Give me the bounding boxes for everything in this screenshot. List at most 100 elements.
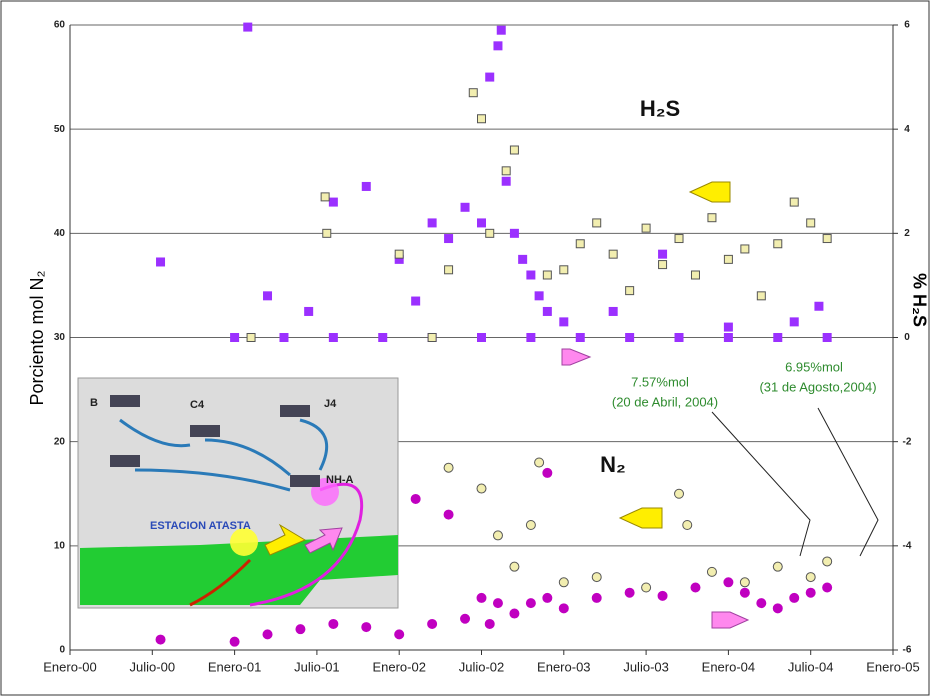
point [394,629,405,640]
point [427,333,437,342]
point [328,333,338,342]
y-tick-label: 20 [54,436,66,447]
point [559,265,569,275]
arrow-right [561,348,592,366]
point [328,197,338,207]
arrow-inset [264,523,307,556]
annotation-arrow [711,407,879,557]
point [822,556,833,567]
y-tick-label: 40 [54,228,66,239]
point [509,228,519,238]
point [477,333,486,342]
point [477,218,486,228]
arrow-inset [304,527,343,554]
pipeline [249,482,364,607]
x-tick-label: Enero-04 [702,659,755,674]
point [575,333,585,342]
marks [155,22,833,647]
point [484,618,495,629]
annotation: N₂ [600,452,626,477]
point [756,598,767,609]
point [756,291,766,301]
point [477,114,486,124]
grid: 0 10 20 30 40 50 60 -6 -4 -2 0 2 4 6 Enero-00 Julio-00 E… [43,20,919,675]
x-tick-label: Enero-05 [866,659,919,674]
point [608,306,618,316]
y2-axis-label: % H₂S [909,273,929,327]
point [476,483,487,494]
x-tick-label: Julio-03 [623,659,669,674]
point [806,218,816,228]
y2-tick-label: 6 [904,20,910,31]
point [822,234,832,244]
point [772,603,783,614]
point [625,286,635,296]
point [361,181,371,191]
point [460,613,471,624]
y2-tick-label: -6 [903,645,912,656]
point [805,572,816,583]
x-tick-label: Julio-01 [294,659,340,674]
inset-label: B [90,397,98,409]
y2-tick-label: -2 [903,436,912,447]
point [361,622,372,633]
point [444,234,454,244]
point [591,572,602,583]
point [229,636,240,647]
y-tick-label: 50 [54,124,66,135]
point [492,598,503,609]
annotation: (20 de Abril, 2004) [612,394,718,409]
point [230,333,240,342]
point [526,333,536,342]
point [378,333,388,342]
highlight [230,528,258,556]
point [773,239,783,249]
point [328,618,339,629]
y2-tick-label: -4 [903,540,912,551]
point [739,587,750,598]
point [641,223,651,233]
x-tick-label: Enero-01 [208,659,261,674]
platform [290,475,320,487]
point [674,234,684,244]
point [468,88,478,98]
x-tick-label: Julio-02 [459,659,505,674]
point [155,634,166,645]
point [493,41,503,51]
point [773,333,783,342]
point [789,592,800,603]
point [739,577,750,588]
y2-tick-label: 0 [904,332,910,343]
point [558,603,569,614]
point [411,296,421,306]
inset-label: J4 [324,398,337,410]
point [485,72,495,82]
point [674,488,685,499]
point [789,317,799,327]
point [501,176,511,186]
pipeline [189,558,252,607]
point [443,509,454,520]
arrow-left [688,181,731,203]
point [822,582,833,593]
y-axis-label: Porciento mol N₂ [27,270,47,405]
point [501,166,511,176]
point [492,530,503,541]
point [243,22,253,32]
inset-label: C4 [190,399,205,411]
point [444,265,454,275]
y-tick-label: 10 [54,540,66,551]
point [460,202,470,212]
point [789,197,799,207]
point [690,270,700,280]
point [814,301,824,311]
point [156,257,166,267]
y-tick-label: 30 [54,332,66,343]
point [496,25,506,35]
point [394,249,404,259]
point [591,592,602,603]
flow-line [119,418,329,492]
point [740,244,750,254]
point [410,493,421,504]
